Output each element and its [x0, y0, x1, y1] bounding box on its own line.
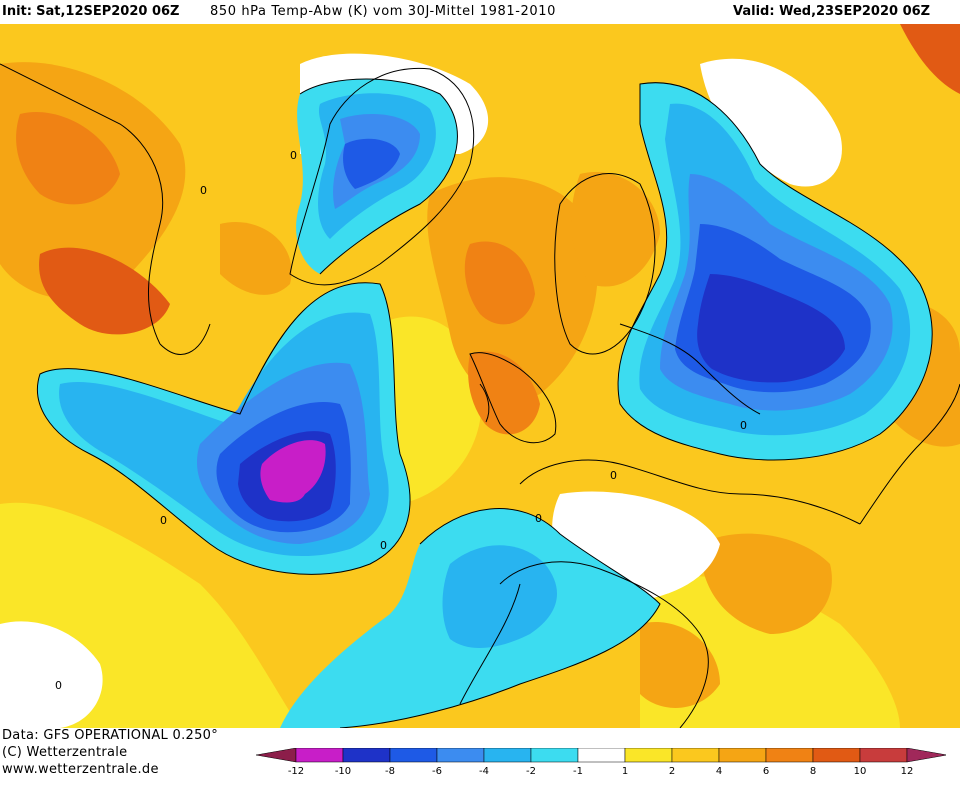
- legend-swatch: [342, 748, 391, 763]
- legend-tick-label: -8: [385, 766, 395, 777]
- legend-tick-label: -12: [288, 766, 304, 777]
- map-header: Init: Sat,12SEP2020 06Z 850 hPa Temp-Abw…: [0, 0, 964, 24]
- init-time: Init: Sat,12SEP2020 06Z: [2, 4, 180, 19]
- legend-swatch: [436, 748, 485, 763]
- contour-label: 0: [610, 469, 617, 482]
- legend-swatch: [483, 748, 532, 763]
- contour-label: 0: [740, 419, 747, 432]
- contour-label: 0: [160, 514, 167, 527]
- legend-tick-label: -1: [573, 766, 583, 777]
- legend-tick-label: 2: [669, 766, 675, 777]
- legend-tick-label: 10: [854, 766, 867, 777]
- zero-contours: [36, 78, 933, 728]
- legend-arrow-low: [256, 748, 297, 763]
- data-source: Data: GFS OPERATIONAL 0.250°: [2, 728, 219, 743]
- legend-tick-label: -4: [479, 766, 489, 777]
- legend-tick-label: -2: [526, 766, 536, 777]
- legend-swatch: [718, 748, 767, 763]
- anomaly-field: 0 0 0 0 0 0 0 0: [0, 24, 960, 728]
- legend-tick-label: 1: [622, 766, 628, 777]
- legend-swatch: [577, 748, 626, 763]
- min-anomaly-core: [260, 440, 326, 503]
- legend-swatch: [624, 748, 673, 763]
- legend-tick-label: 4: [716, 766, 722, 777]
- legend-swatch: [859, 748, 908, 763]
- legend-swatch: [295, 748, 344, 763]
- legend-swatch: [671, 748, 720, 763]
- legend-swatch: [765, 748, 814, 763]
- legend-tick-label: 8: [810, 766, 816, 777]
- legend-swatch: [530, 748, 579, 763]
- legend-swatch: [812, 748, 861, 763]
- legend-tick-label: -10: [335, 766, 351, 777]
- website-url: www.wetterzentrale.de: [2, 762, 159, 777]
- copyright: (C) Wetterzentrale: [2, 745, 128, 760]
- legend-tick-label: -6: [432, 766, 442, 777]
- contour-label: 0: [290, 149, 297, 162]
- contour-label: 0: [55, 679, 62, 692]
- legend-bar: -12 -10 -8 -6 -4 -2 -1 1 2 4 6 8 10 12: [256, 748, 946, 777]
- coastlines: [0, 63, 960, 728]
- legend-swatch: [389, 748, 438, 763]
- contour-label: 0: [535, 512, 542, 525]
- anomaly-map: 0 0 0 0 0 0 0 0: [0, 24, 960, 728]
- contour-label: 0: [200, 184, 207, 197]
- color-legend: -12 -10 -8 -6 -4 -2 -1 1 2 4 6 8 10 12: [256, 748, 946, 788]
- valid-time: Valid: Wed,23SEP2020 06Z: [733, 4, 931, 19]
- legend-tick-label: 12: [901, 766, 914, 777]
- legend-arrow-high: [906, 748, 946, 763]
- legend-tick-label: 6: [763, 766, 769, 777]
- parameter-title: 850 hPa Temp-Abw (K) vom 30J-Mittel 1981…: [210, 4, 556, 19]
- contour-label: 0: [380, 539, 387, 552]
